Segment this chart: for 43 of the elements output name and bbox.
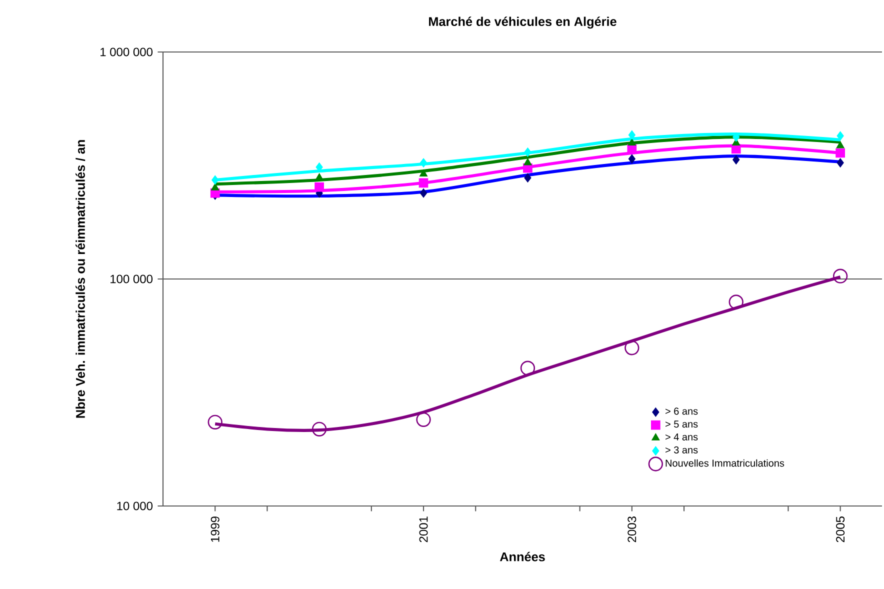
point (732, 132, 740, 142)
legend-label: > 5 ans (666, 420, 698, 428)
point (524, 173, 532, 183)
point (520, 360, 536, 376)
point (416, 412, 431, 428)
point (628, 138, 636, 146)
legend-label: > 3 ans (666, 446, 698, 454)
x-tick-label: 2005 (836, 516, 845, 542)
y-axis-title: Nbre Veh. immatriculés ou réimmatriculés / an (76, 140, 86, 418)
point (836, 158, 844, 168)
point (420, 158, 428, 168)
legend-label: > 4 ans (666, 433, 698, 440)
x-axis-title: Années (500, 552, 545, 562)
point (627, 144, 637, 154)
point (731, 144, 741, 154)
point (728, 294, 744, 310)
point (212, 175, 219, 185)
y-tick-label: 100 000 (110, 274, 153, 284)
point (420, 188, 428, 198)
legend-label: > 6 ans (666, 408, 698, 415)
y-tick-label: 1 000 000 (100, 48, 153, 56)
point (836, 131, 844, 141)
point (314, 182, 324, 192)
point (524, 158, 532, 166)
point (628, 154, 636, 164)
point (836, 148, 845, 158)
point (732, 155, 740, 164)
point (312, 422, 327, 436)
legend-label: Nouvelles Immatriculations (666, 459, 784, 467)
point (211, 183, 220, 190)
y-tick-label: 10 000 (117, 502, 153, 510)
point (832, 268, 848, 284)
point (208, 414, 222, 430)
point (628, 130, 636, 140)
x-tick-label: 1999 (210, 516, 220, 542)
point (836, 141, 844, 148)
chart-title: Marché de véhicules en Algérie (429, 16, 616, 29)
point (624, 340, 640, 356)
x-tick-label: 2001 (419, 516, 428, 542)
point (524, 147, 532, 157)
x-tick-label: 2003 (628, 516, 636, 542)
point (419, 169, 428, 176)
point (418, 178, 428, 188)
